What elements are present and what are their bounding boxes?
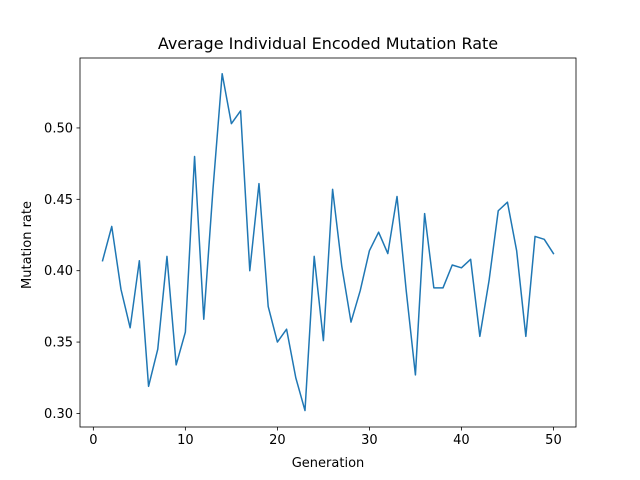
x-tick-label: 20 xyxy=(269,433,286,448)
x-tick-label: 50 xyxy=(545,433,562,448)
y-axis-ticks: 0.30 0.35 0.40 0.45 0.50 xyxy=(44,121,80,422)
x-tick-label: 10 xyxy=(177,433,194,448)
y-tick-label: 0.40 xyxy=(44,264,73,279)
series-line-0 xyxy=(101,72,555,412)
x-axis-ticks: 0 10 20 30 40 50 xyxy=(89,427,562,448)
x-tick-label: 30 xyxy=(361,433,378,448)
axes-frame xyxy=(79,57,577,428)
y-tick-label: 0.30 xyxy=(44,407,73,422)
plot-area xyxy=(79,57,577,428)
y-tick-label: 0.50 xyxy=(44,121,73,136)
chart-title: Average Individual Encoded Mutation Rate xyxy=(158,34,498,53)
x-axis-label: Generation xyxy=(292,456,365,471)
x-tick-label: 0 xyxy=(89,433,97,448)
y-tick-label: 0.35 xyxy=(44,336,73,351)
x-tick-label: 40 xyxy=(453,433,470,448)
y-axis-label: Mutation rate xyxy=(20,201,35,289)
y-tick-label: 0.45 xyxy=(44,193,73,208)
